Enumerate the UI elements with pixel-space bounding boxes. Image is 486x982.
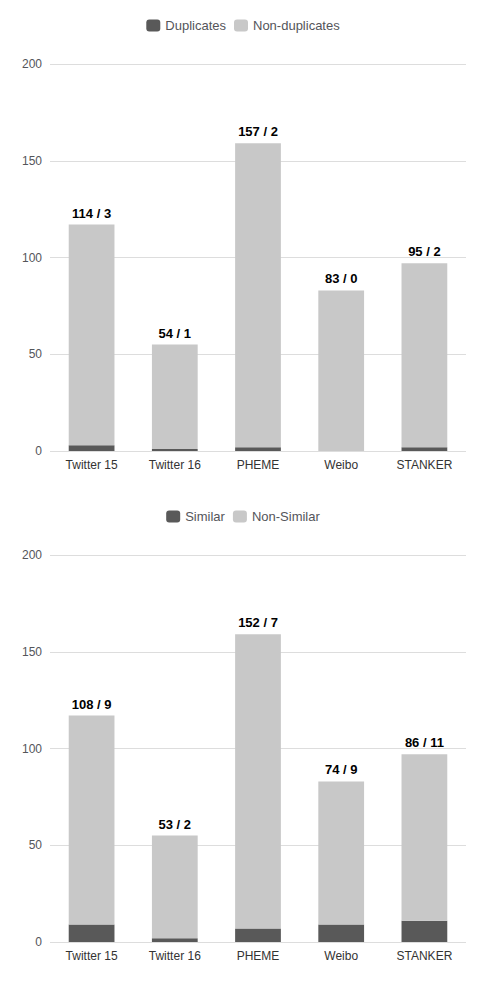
svg-text:108 / 9: 108 / 9 [72, 697, 112, 712]
svg-text:100: 100 [22, 251, 42, 265]
svg-text:Twitter 15: Twitter 15 [66, 458, 118, 472]
svg-text:50: 50 [29, 347, 43, 361]
svg-text:Non-duplicates: Non-duplicates [253, 18, 340, 33]
svg-text:Non-Similar: Non-Similar [252, 509, 321, 524]
svg-text:STANKER: STANKER [397, 458, 453, 472]
svg-text:Similar: Similar [185, 509, 225, 524]
svg-text:83 / 0: 83 / 0 [325, 271, 358, 286]
svg-text:Twitter 15: Twitter 15 [66, 949, 118, 963]
svg-text:200: 200 [22, 548, 42, 562]
svg-text:152 / 7: 152 / 7 [238, 615, 278, 630]
svg-text:53 / 2: 53 / 2 [159, 817, 192, 832]
svg-text:150: 150 [22, 154, 42, 168]
svg-text:150: 150 [22, 645, 42, 659]
svg-text:Twitter 16: Twitter 16 [149, 949, 201, 963]
svg-text:54 / 1: 54 / 1 [159, 326, 192, 341]
svg-text:157 / 2: 157 / 2 [238, 124, 278, 139]
svg-text:Twitter 16: Twitter 16 [149, 458, 201, 472]
svg-text:50: 50 [29, 838, 43, 852]
svg-text:0: 0 [35, 935, 42, 949]
svg-text:114 / 3: 114 / 3 [72, 206, 111, 221]
svg-text:86 / 11: 86 / 11 [405, 735, 444, 750]
svg-text:PHEME: PHEME [237, 949, 280, 963]
svg-text:95 / 2: 95 / 2 [408, 244, 441, 259]
svg-text:100: 100 [22, 742, 42, 756]
svg-text:0: 0 [35, 444, 42, 458]
svg-text:Weibo: Weibo [324, 458, 358, 472]
svg-text:74 / 9: 74 / 9 [325, 762, 358, 777]
svg-text:STANKER: STANKER [397, 949, 453, 963]
svg-text:PHEME: PHEME [237, 458, 280, 472]
svg-text:Weibo: Weibo [324, 949, 358, 963]
svg-text:200: 200 [22, 57, 42, 71]
svg-text:Duplicates: Duplicates [165, 18, 226, 33]
